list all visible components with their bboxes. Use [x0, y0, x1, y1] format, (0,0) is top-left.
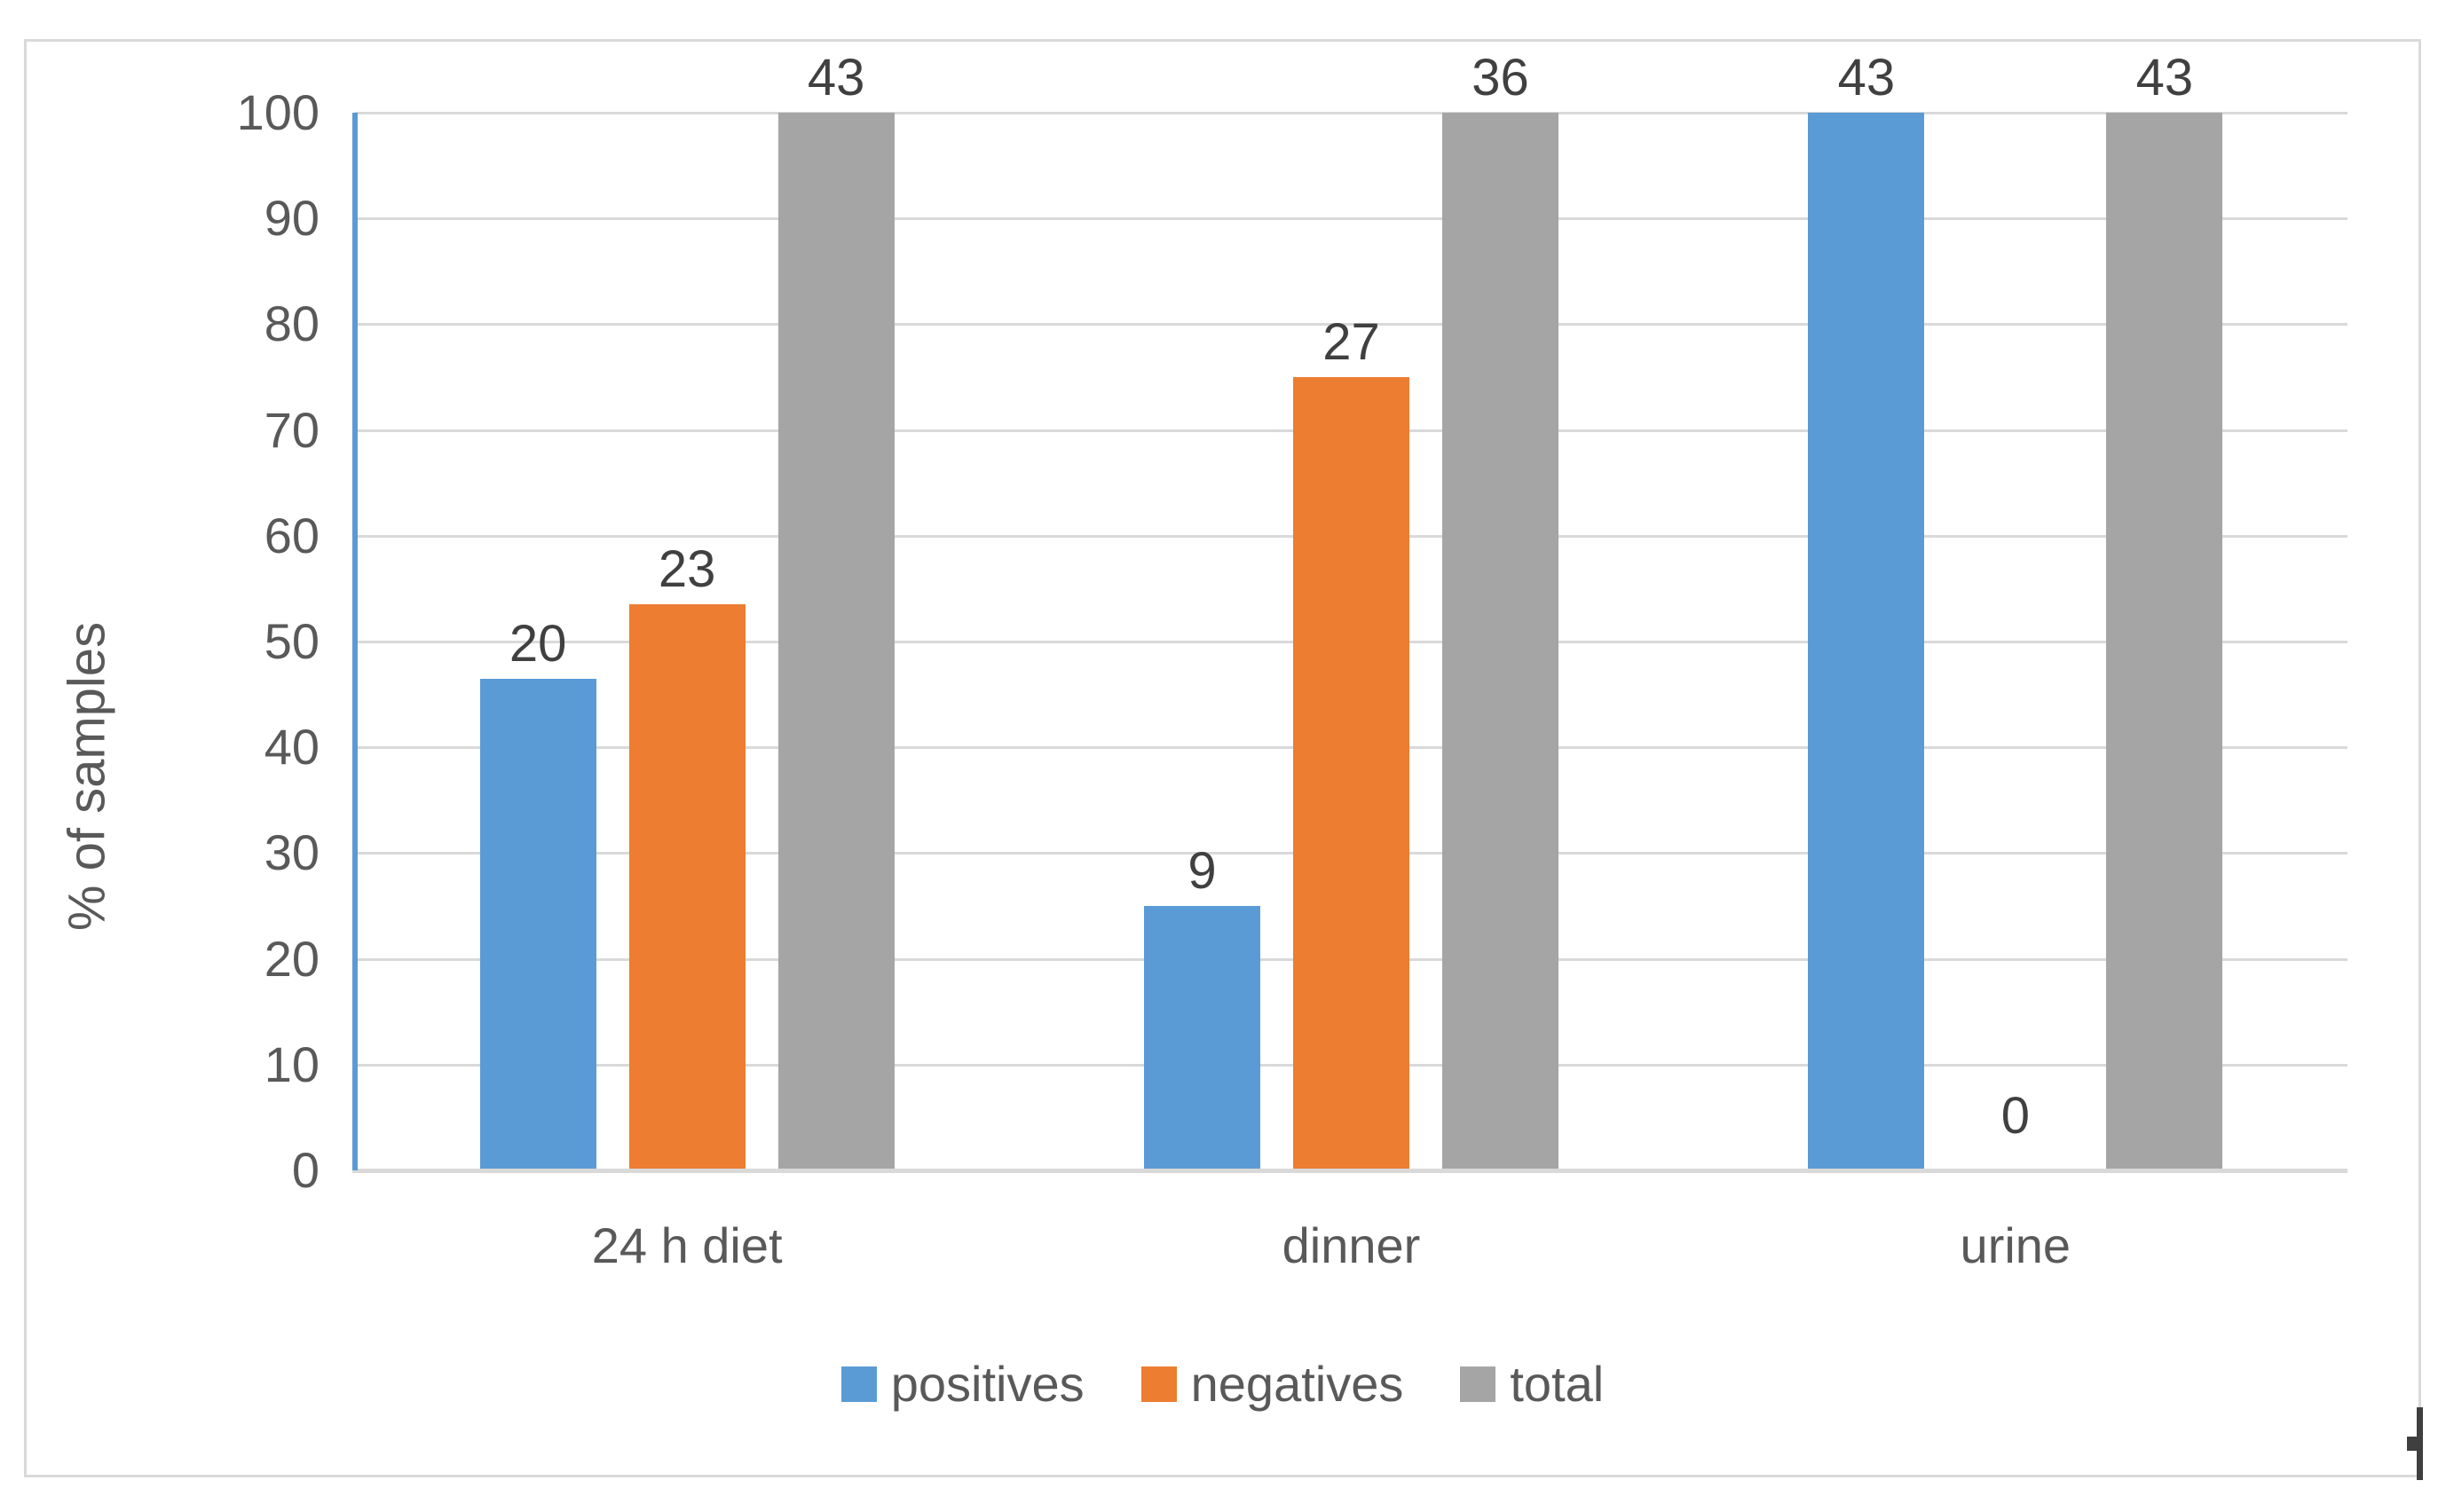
legend-swatch-positives [840, 1366, 877, 1402]
bar-negatives-24-h-diet [628, 604, 746, 1170]
bar-total-dinner [1442, 113, 1558, 1170]
legend-swatch-total [1460, 1366, 1496, 1402]
data-label-negatives-dinner: 27 [1322, 313, 1380, 371]
bar-positives-dinner [1144, 906, 1260, 1170]
legend-swatch-negatives [1140, 1366, 1177, 1402]
data-label-negatives-urine: 0 [2000, 1087, 2030, 1145]
plot-area: 20 9 43 23 27 0 43 36 43 [352, 51, 2347, 1173]
y-tick-label-80: 80 [264, 295, 320, 352]
y-tick-label-100: 100 [236, 84, 320, 140]
x-label-dinner: dinner [1282, 1217, 1421, 1273]
data-label-positives-dinner: 9 [1187, 842, 1217, 900]
y-tick-label-90: 90 [264, 190, 320, 247]
data-label-positives-24-h-diet: 20 [509, 614, 567, 673]
bar-negatives-dinner [1293, 377, 1409, 1170]
bar-positives-urine [1808, 113, 1925, 1170]
x-axis-baseline [352, 1169, 2347, 1173]
y-axis-tick-labels: 0 10 20 30 40 50 60 70 80 90 100 [142, 86, 320, 1197]
data-label-negatives-24-h-diet: 23 [658, 540, 716, 599]
bar-positives-24-h-diet [479, 678, 596, 1170]
y-tick-label-50: 50 [264, 613, 320, 669]
gridline-100 [355, 112, 2347, 114]
gridline-80 [355, 323, 2347, 327]
y-axis-line [352, 113, 358, 1170]
y-tick-label-20: 20 [264, 930, 320, 987]
y-tick-label-60: 60 [264, 507, 320, 563]
data-label-total-dinner: 36 [1472, 49, 1529, 106]
legend: positives negatives total [24, 1347, 2421, 1421]
legend-item-positives: positives [840, 1356, 1085, 1412]
text-cursor-notch [2407, 1437, 2418, 1451]
x-label-24-h-diet: 24 h diet [591, 1217, 783, 1273]
y-tick-label-70: 70 [264, 401, 320, 458]
legend-item-negatives: negatives [1140, 1356, 1404, 1412]
y-tick-label-0: 0 [291, 1142, 320, 1198]
y-axis-title-text: % of samples [58, 621, 116, 932]
legend-item-total: total [1460, 1358, 1604, 1411]
y-tick-label-40: 40 [264, 719, 320, 776]
y-tick-label-10: 10 [264, 1036, 320, 1092]
data-label-total-24-h-diet: 43 [807, 49, 865, 106]
bar-total-24-h-diet [777, 113, 895, 1170]
legend-label-total: total [1510, 1356, 1605, 1412]
y-tick-label-30: 30 [264, 824, 320, 881]
legend-label-negatives: negatives [1190, 1356, 1404, 1412]
chart-frame [24, 39, 2421, 1477]
bar-total-urine [2106, 113, 2223, 1170]
gridline-90 [355, 217, 2347, 221]
x-label-urine: urine [1960, 1217, 2071, 1273]
text-cursor-mark [2417, 1407, 2423, 1480]
x-axis-category-labels: 24 h diet dinner urine [355, 1217, 2347, 1280]
data-label-positives-urine: 43 [1837, 49, 1896, 106]
data-label-total-urine: 43 [2135, 49, 2194, 106]
legend-label-positives: positives [890, 1356, 1085, 1412]
